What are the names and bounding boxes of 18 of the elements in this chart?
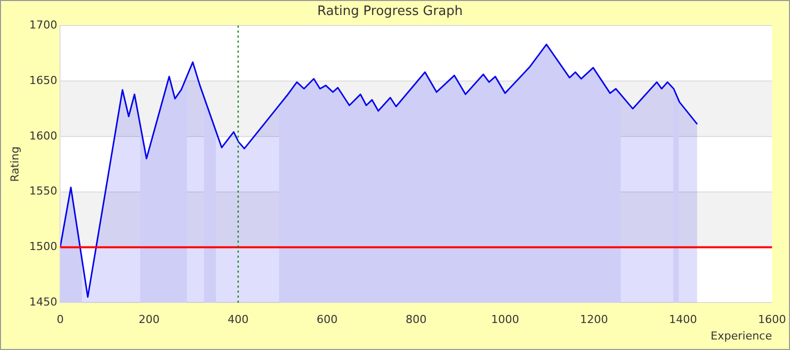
- x-tick-label: 1400: [669, 313, 698, 326]
- x-tick-label: 0: [56, 313, 64, 326]
- x-tick-label: 1200: [580, 313, 608, 326]
- x-axis-title: Experience: [710, 329, 772, 342]
- y-tick-label: 1600: [29, 129, 58, 142]
- y-axis-title: Rating: [8, 146, 22, 182]
- x-tick-label: 1000: [491, 313, 520, 326]
- x-tick-label: 200: [138, 313, 160, 326]
- y-tick-label: 1550: [29, 184, 58, 198]
- y-tick-label: 1500: [29, 240, 58, 254]
- chart-title: Rating Progress Graph: [317, 4, 463, 20]
- x-tick-label: 1600: [758, 313, 786, 326]
- y-tick-label: 1650: [29, 74, 58, 87]
- y-tick-label: 1450: [29, 295, 58, 308]
- x-tick-label: 800: [406, 313, 427, 326]
- x-tick-label: 400: [228, 313, 249, 326]
- y-tick-label: 1700: [29, 18, 58, 32]
- x-tick-label: 600: [316, 313, 338, 326]
